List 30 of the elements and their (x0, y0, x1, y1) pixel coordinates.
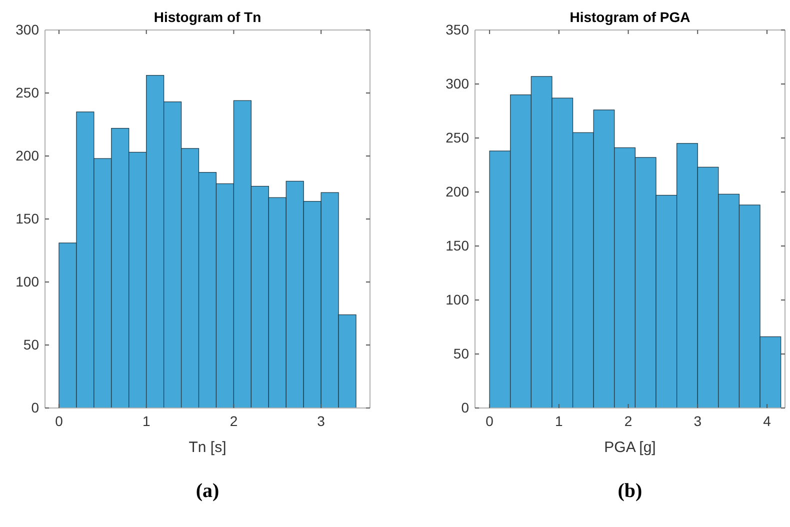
y-tick-label: 0 (31, 399, 40, 416)
x-axis-title: PGA [g] (604, 439, 656, 456)
x-tick-label: 3 (694, 412, 702, 429)
y-tick-label: 350 (446, 21, 470, 38)
text: (a) (196, 480, 220, 502)
y-tick-label: 300 (16, 21, 40, 38)
y-tick-label: 300 (446, 75, 470, 92)
y-tick-label: 100 (16, 273, 40, 290)
x-tick-label: 1 (555, 412, 564, 429)
y-tick-label: 50 (453, 345, 470, 362)
y-tick-label: 200 (446, 183, 470, 200)
y-tick-label: 250 (16, 84, 40, 100)
chart-title: Histogram of PGA (570, 9, 690, 25)
x-tick-label: 0 (55, 412, 64, 429)
y-tick-label: 50 (23, 336, 40, 352)
y-tick-label: 250 (446, 129, 470, 146)
x-tick-label: 0 (486, 412, 494, 429)
y-tick-label: 100 (446, 291, 470, 308)
x-axis-title: Tn [s] (188, 439, 226, 456)
y-tick-label: 150 (16, 210, 40, 226)
x-tick-label: 3 (317, 412, 326, 429)
chart-title: Histogram of Tn (154, 9, 262, 25)
y-tick-label: 0 (461, 399, 470, 416)
text: (b) (618, 480, 642, 502)
x-tick-label: 2 (230, 412, 238, 429)
y-tick-label: 200 (16, 147, 40, 164)
x-tick-label: 2 (624, 412, 632, 429)
y-tick-label: 150 (446, 237, 470, 254)
x-tick-label: 1 (142, 412, 150, 429)
x-tick-label: 4 (763, 412, 772, 429)
